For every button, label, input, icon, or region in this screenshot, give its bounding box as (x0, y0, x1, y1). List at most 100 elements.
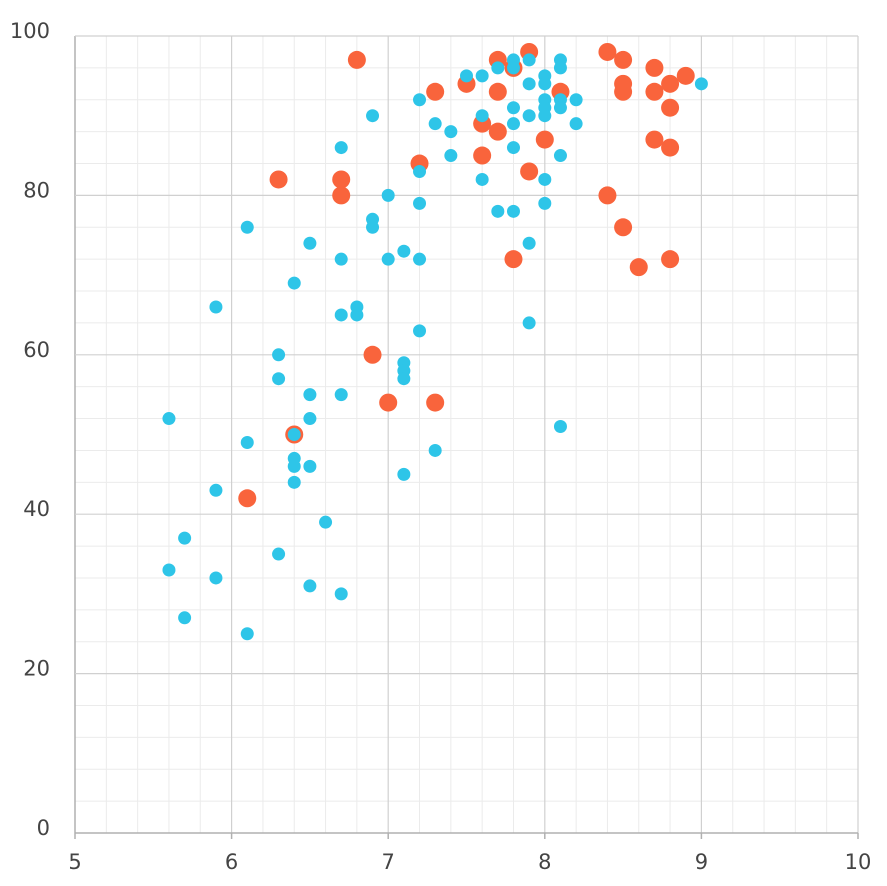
point (522, 53, 536, 67)
point (522, 109, 536, 123)
point (334, 388, 348, 402)
point (287, 428, 301, 441)
y-tick-label: 80 (23, 178, 50, 202)
point (569, 117, 583, 131)
x-tick-label: 10 (845, 850, 872, 874)
point (676, 66, 695, 85)
point (178, 531, 192, 545)
point (426, 393, 445, 412)
point (598, 42, 617, 61)
x-tick-label: 5 (68, 850, 81, 874)
point (491, 61, 505, 75)
point (645, 130, 664, 149)
point (240, 220, 254, 234)
point (522, 316, 536, 330)
point (272, 348, 286, 362)
point (535, 130, 554, 149)
point (506, 204, 520, 218)
point (303, 459, 317, 473)
y-tick-label: 40 (23, 497, 50, 521)
point (473, 146, 492, 165)
point (506, 117, 520, 131)
point (240, 435, 254, 449)
point (538, 172, 552, 186)
point (397, 244, 411, 258)
point (428, 117, 442, 131)
point (506, 101, 520, 115)
point (645, 82, 664, 101)
point (287, 459, 301, 473)
point (553, 420, 567, 434)
point (520, 162, 539, 181)
point (661, 74, 680, 93)
point (614, 82, 633, 101)
point (475, 172, 489, 186)
x-tick-label: 7 (382, 850, 395, 874)
point (332, 170, 351, 189)
point (661, 250, 680, 269)
x-tick-label: 8 (538, 850, 551, 874)
point (209, 571, 223, 585)
point (162, 563, 176, 577)
point (538, 77, 552, 91)
point (491, 204, 505, 218)
point (162, 412, 176, 426)
point (444, 125, 458, 139)
x-tick-label: 6 (225, 850, 238, 874)
point (538, 109, 552, 123)
point (319, 515, 333, 529)
point (397, 372, 411, 386)
point (303, 388, 317, 402)
point (553, 101, 567, 115)
point (488, 122, 507, 141)
point (381, 252, 395, 266)
point (347, 50, 366, 69)
point (209, 300, 223, 314)
point (397, 467, 411, 481)
point (661, 138, 680, 157)
point (460, 69, 473, 83)
point (334, 308, 348, 322)
point (614, 50, 633, 69)
point (363, 345, 382, 364)
point (522, 77, 536, 91)
point (504, 250, 523, 269)
point (614, 218, 633, 237)
point (426, 82, 445, 101)
point (272, 547, 286, 561)
point (488, 82, 507, 101)
point (553, 149, 567, 163)
point (381, 188, 395, 202)
y-tick-label: 0 (37, 816, 50, 840)
point (645, 58, 664, 77)
point (238, 489, 257, 508)
point (475, 69, 489, 83)
point (366, 109, 380, 123)
y-tick-label: 100 (10, 19, 50, 43)
point (475, 109, 489, 123)
point (334, 587, 348, 601)
point (240, 627, 254, 641)
point (694, 77, 708, 91)
point (538, 196, 552, 210)
point (178, 611, 192, 625)
point (553, 61, 567, 75)
point (334, 141, 348, 155)
point (522, 236, 536, 250)
point (334, 252, 348, 266)
point (506, 61, 520, 75)
point (413, 164, 427, 178)
point (379, 393, 398, 412)
point (428, 443, 442, 457)
point (569, 93, 583, 107)
point (269, 170, 288, 189)
point (303, 579, 317, 593)
point (287, 475, 301, 489)
point (287, 276, 301, 290)
point (506, 141, 520, 155)
point (209, 483, 223, 497)
point (629, 258, 648, 277)
point (661, 98, 680, 117)
x-tick-label: 9 (695, 850, 708, 874)
